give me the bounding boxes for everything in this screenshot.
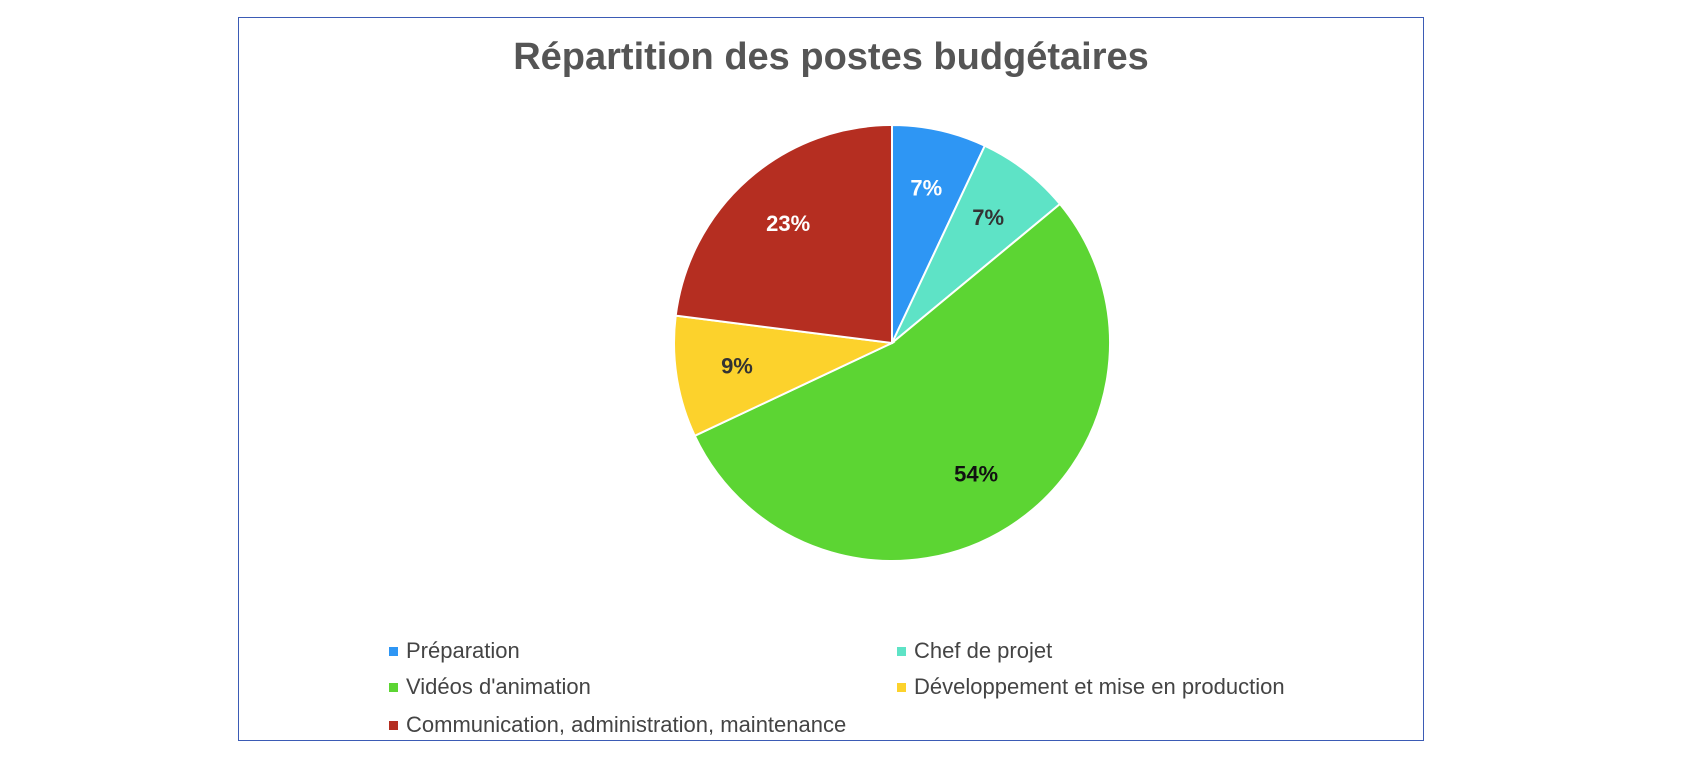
legend-swatch [389, 682, 398, 692]
pie-chart: 7% 7% 54% 9% 23% [673, 123, 1111, 562]
legend-item-communication: Communication, administration, maintenan… [389, 712, 846, 738]
legend-label: Communication, administration, maintenan… [406, 712, 847, 737]
data-label-videos-animation: 54% [954, 461, 998, 486]
legend-swatch [897, 682, 906, 692]
legend-swatch [389, 646, 398, 656]
legend-label: Préparation [406, 638, 520, 663]
legend-swatch [389, 720, 398, 730]
data-label-chef-de-projet: 7% [972, 205, 1004, 230]
data-label-preparation: 7% [910, 176, 942, 201]
chart-title: Répartition des postes budgétaires [513, 36, 1149, 78]
pie-slice-developpement [673, 314, 896, 438]
chart-frame: Répartition des postes budgétaires 7% 7% 5… [238, 17, 1424, 741]
legend-item-videos-animation: Vidéos d'animation [389, 674, 591, 700]
legend-label: Chef de projet [914, 638, 1053, 663]
legend-item-developpement: Développement et mise en production [897, 674, 1285, 700]
data-label-developpement: 9% [721, 353, 753, 378]
legend-label: Vidéos d'animation [406, 674, 591, 699]
legend-item-chef-de-projet: Chef de projet [897, 638, 1052, 664]
data-label-communication: 23% [766, 211, 810, 236]
legend-swatch [897, 646, 906, 656]
legend-item-preparation: Préparation [389, 638, 520, 664]
pie-slice-communication [674, 123, 893, 345]
legend-label: Développement et mise en production [914, 674, 1285, 699]
pie-slice-videos-animation [693, 202, 1111, 562]
